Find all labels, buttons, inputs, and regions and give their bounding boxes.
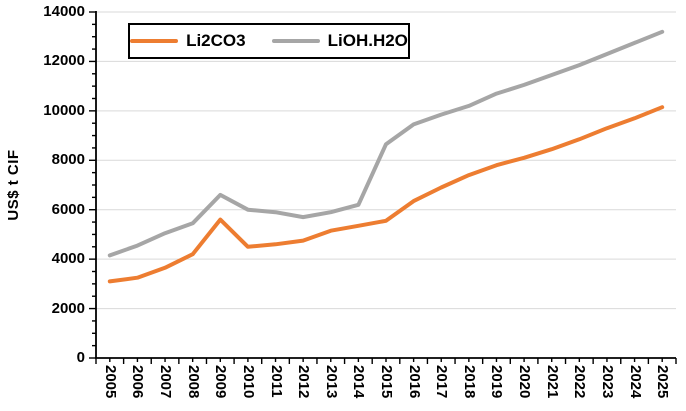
y-axis-title: US$ t CIF bbox=[5, 149, 22, 221]
x-tick-label: 2018 bbox=[460, 365, 478, 399]
legend-label-li2co3: Li2CO3 bbox=[186, 31, 246, 50]
x-tick-label: 2012 bbox=[295, 365, 313, 399]
x-tick-label: 2014 bbox=[350, 365, 368, 399]
x-tick-label: 2020 bbox=[516, 365, 534, 399]
x-tick-label: 2013 bbox=[322, 365, 340, 399]
y-tick-label: 12000 bbox=[43, 52, 85, 70]
lioh-h2o-line-swatch-icon bbox=[271, 39, 320, 43]
x-tick-label: 2019 bbox=[488, 365, 506, 399]
x-tick-label: 2016 bbox=[405, 365, 423, 399]
series-line-lioh-h2o bbox=[107, 29, 665, 258]
li2co3-line-swatch-icon bbox=[130, 39, 179, 43]
x-tick-label: 2005 bbox=[101, 365, 119, 399]
y-tick-label: 0 bbox=[76, 349, 85, 366]
x-tick-label: 2024 bbox=[626, 365, 644, 399]
x-tick-label: 2015 bbox=[378, 365, 395, 399]
y-tick-label: 6000 bbox=[51, 200, 85, 218]
x-tick-label: 2008 bbox=[184, 365, 202, 399]
x-tick-label: 2006 bbox=[129, 365, 147, 399]
legend[interactable]: Li2CO3 LiOH.H2O bbox=[128, 23, 410, 59]
x-tick-label: 2011 bbox=[267, 365, 285, 398]
series-line-li2co3 bbox=[107, 105, 665, 284]
x-tick-label: 2010 bbox=[239, 365, 257, 399]
x-tick-label: 2021 bbox=[543, 365, 561, 399]
legend-item-li2co3[interactable]: Li2CO3 bbox=[130, 31, 246, 51]
y-tick-label: 4000 bbox=[51, 250, 85, 268]
y-tick-label: 8000 bbox=[51, 151, 85, 169]
legend-item-lioh-h2o[interactable]: LiOH.H2O bbox=[271, 31, 408, 51]
legend-label-lioh-h2o: LiOH.H2O bbox=[327, 31, 408, 50]
x-tick-label: 2022 bbox=[571, 365, 589, 399]
x-tick-label: 2023 bbox=[598, 365, 616, 399]
x-tick-label: 2017 bbox=[433, 365, 451, 399]
x-tick-label: 2009 bbox=[212, 365, 230, 399]
y-tick-label: 14000 bbox=[43, 3, 85, 20]
y-tick-label: 2000 bbox=[51, 299, 85, 317]
x-tick-label: 2025 bbox=[654, 365, 672, 399]
y-tick-label: 10000 bbox=[43, 101, 85, 119]
x-tick-label: 2007 bbox=[157, 365, 175, 399]
